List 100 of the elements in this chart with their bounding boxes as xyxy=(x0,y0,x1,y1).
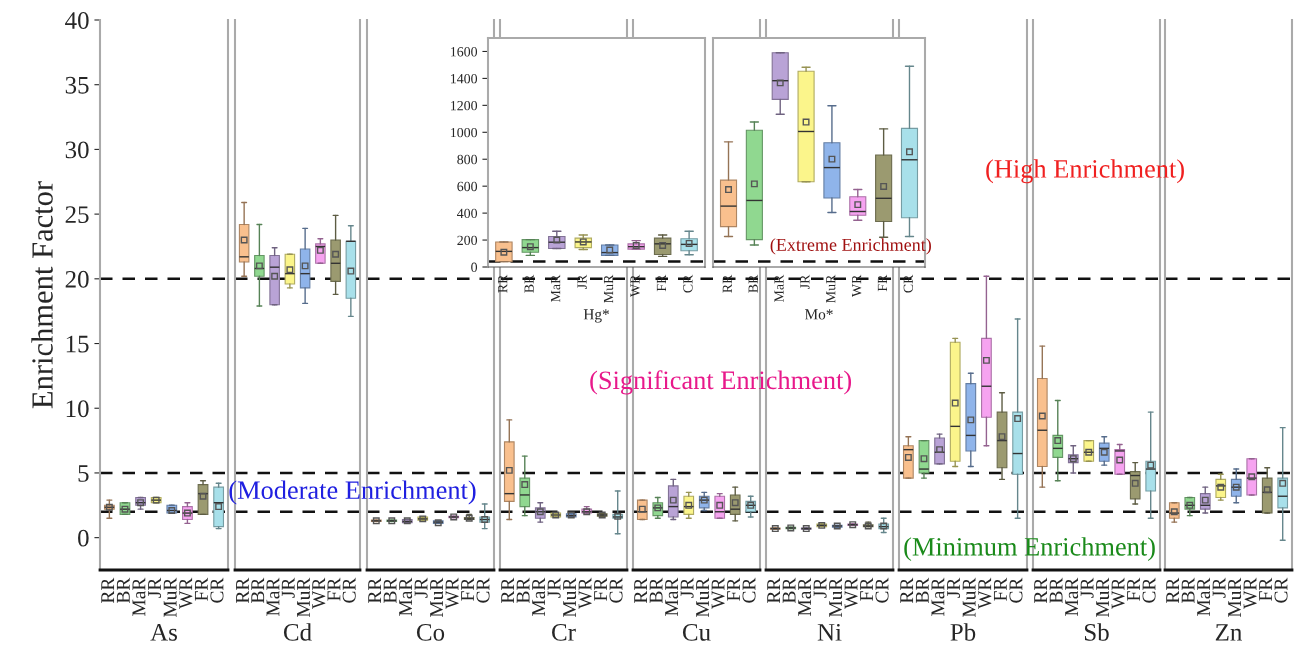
x-tick-label: MaR xyxy=(665,577,679,616)
x-tick-label: CR xyxy=(875,577,889,603)
x-tick-label: RR xyxy=(501,577,514,604)
x-tick-label: FR xyxy=(993,577,1007,601)
x-tick-label: MaR xyxy=(931,577,945,616)
x-tick-label: MaR xyxy=(774,274,784,303)
x-tick-label: MuR xyxy=(1096,577,1110,618)
y-tick-label: 10 xyxy=(66,400,89,418)
x-tick-label: BR xyxy=(383,577,397,604)
annotation: (Moderate Enrichment) xyxy=(229,480,476,505)
x-axis-title: Cd xyxy=(283,623,312,641)
y-tick-label: 40 xyxy=(65,12,89,29)
x-tick-label: RR xyxy=(1034,577,1047,604)
x-tick-label: MuR xyxy=(430,577,444,618)
x-tick-label: FR xyxy=(1127,577,1140,601)
x-tick-label: BR xyxy=(524,274,534,293)
y-tick-label: 20 xyxy=(65,270,89,288)
x-tick-label: MuR xyxy=(962,577,976,618)
x-tick-label: BR xyxy=(116,577,130,604)
annotation: (High Enrichment) xyxy=(986,159,1184,184)
x-tick-label: MaR xyxy=(132,577,146,616)
x-tick-label: FR xyxy=(860,577,873,601)
x-tick-label: RR xyxy=(900,577,914,604)
x-tick-label: WR xyxy=(711,577,725,609)
x-tick-label: MaR xyxy=(551,274,561,303)
x-tick-label: MaR xyxy=(798,577,812,616)
x-tick-label: CR xyxy=(1142,577,1156,603)
x-tick-label: WR xyxy=(578,577,592,609)
x-tick-label: JR xyxy=(1212,577,1226,598)
x-tick-label: BR xyxy=(1049,577,1063,604)
x-tick-label: MaR xyxy=(399,577,413,616)
x-tick-label: FR xyxy=(327,577,341,601)
x-tick-label: MuR xyxy=(696,577,710,618)
x-tick-label: WR xyxy=(852,274,862,297)
x-tick-label: CR xyxy=(476,577,490,603)
x-tick-label: RR xyxy=(767,577,780,604)
x-axis-title: Mo* xyxy=(805,309,833,320)
x-tick-label: FR xyxy=(727,577,740,601)
x-axis-title: As xyxy=(150,624,177,641)
x-tick-label: FR xyxy=(594,577,607,601)
x-tick-label: MuR xyxy=(563,577,577,618)
x-tick-label: WR xyxy=(1243,577,1257,609)
x-tick-label: FR xyxy=(194,577,208,601)
x-tick-label: CR xyxy=(683,274,693,293)
x-tick-label: JR xyxy=(281,577,295,598)
annotation: (Significant Enrichment) xyxy=(590,370,852,395)
y-tick-label: 400 xyxy=(457,208,478,219)
x-tick-label: JR xyxy=(800,274,810,290)
x-tick-label: MaR xyxy=(532,577,546,616)
x-axis-title: Sb xyxy=(1084,623,1109,641)
x-tick-label: JR xyxy=(1080,577,1094,598)
x-tick-label: MuR xyxy=(163,577,177,618)
y-tick-label: 15 xyxy=(66,335,89,353)
x-tick-label: WR xyxy=(312,577,326,609)
x-tick-label: BR xyxy=(915,577,929,604)
x-axis-title: Cr xyxy=(552,623,576,641)
x-tick-label: JR xyxy=(547,577,561,598)
y-tick-label: 1400 xyxy=(451,73,478,84)
x-tick-label: BR xyxy=(649,577,663,604)
x-tick-label: BR xyxy=(516,577,530,604)
x-tick-label: WR xyxy=(630,274,640,297)
x-tick-label: JR xyxy=(813,577,827,598)
x-tick-label: JR xyxy=(577,274,587,290)
x-tick-label: WR xyxy=(179,577,193,609)
x-tick-label: RR xyxy=(634,577,647,604)
y-tick-label: 1000 xyxy=(451,127,478,138)
x-tick-label: WR xyxy=(844,577,858,609)
y-tick-label: 1200 xyxy=(451,100,478,111)
x-tick-label: MuR xyxy=(297,577,310,618)
x-tick-label: CR xyxy=(210,577,224,603)
annotation: (Extreme Enrichment) xyxy=(770,238,931,255)
y-tick-label: 800 xyxy=(457,154,478,165)
x-axis-title: Hg* xyxy=(583,309,609,323)
x-tick-label: MuR xyxy=(826,274,836,303)
x-axis-title: Zn xyxy=(1215,624,1243,641)
y-tick-label: 1600 xyxy=(451,47,478,57)
x-tick-label: MuR xyxy=(829,577,843,618)
x-tick-label: MaR xyxy=(266,577,280,616)
x-tick-label: CR xyxy=(609,577,623,603)
x-tick-label: FR xyxy=(461,577,474,601)
annotation: (Minimum Enrichment) xyxy=(904,537,1155,562)
y-tick-label: 200 xyxy=(457,235,478,246)
x-axis-title: Pb xyxy=(950,623,976,641)
x-tick-label: FR xyxy=(877,274,887,292)
x-tick-label: RR xyxy=(236,577,249,604)
x-tick-label: BR xyxy=(251,577,265,604)
x-tick-label: WR xyxy=(445,577,459,609)
x-tick-label: BR xyxy=(1181,577,1195,604)
x-tick-label: CR xyxy=(742,577,756,603)
x-tick-label: FR xyxy=(656,274,666,292)
x-axis-title: Cu xyxy=(682,623,711,641)
x-tick-label: CR xyxy=(903,274,913,293)
x-tick-label: CR xyxy=(342,577,356,603)
x-tick-label: RR xyxy=(368,577,381,604)
y-tick-label: 0 xyxy=(471,262,478,272)
x-tick-label: FR xyxy=(1259,577,1272,601)
x-tick-label: BR xyxy=(748,274,758,293)
x-tick-label: WR xyxy=(1111,577,1125,609)
x-tick-label: JR xyxy=(947,577,961,598)
x-tick-label: MuR xyxy=(1228,577,1242,618)
